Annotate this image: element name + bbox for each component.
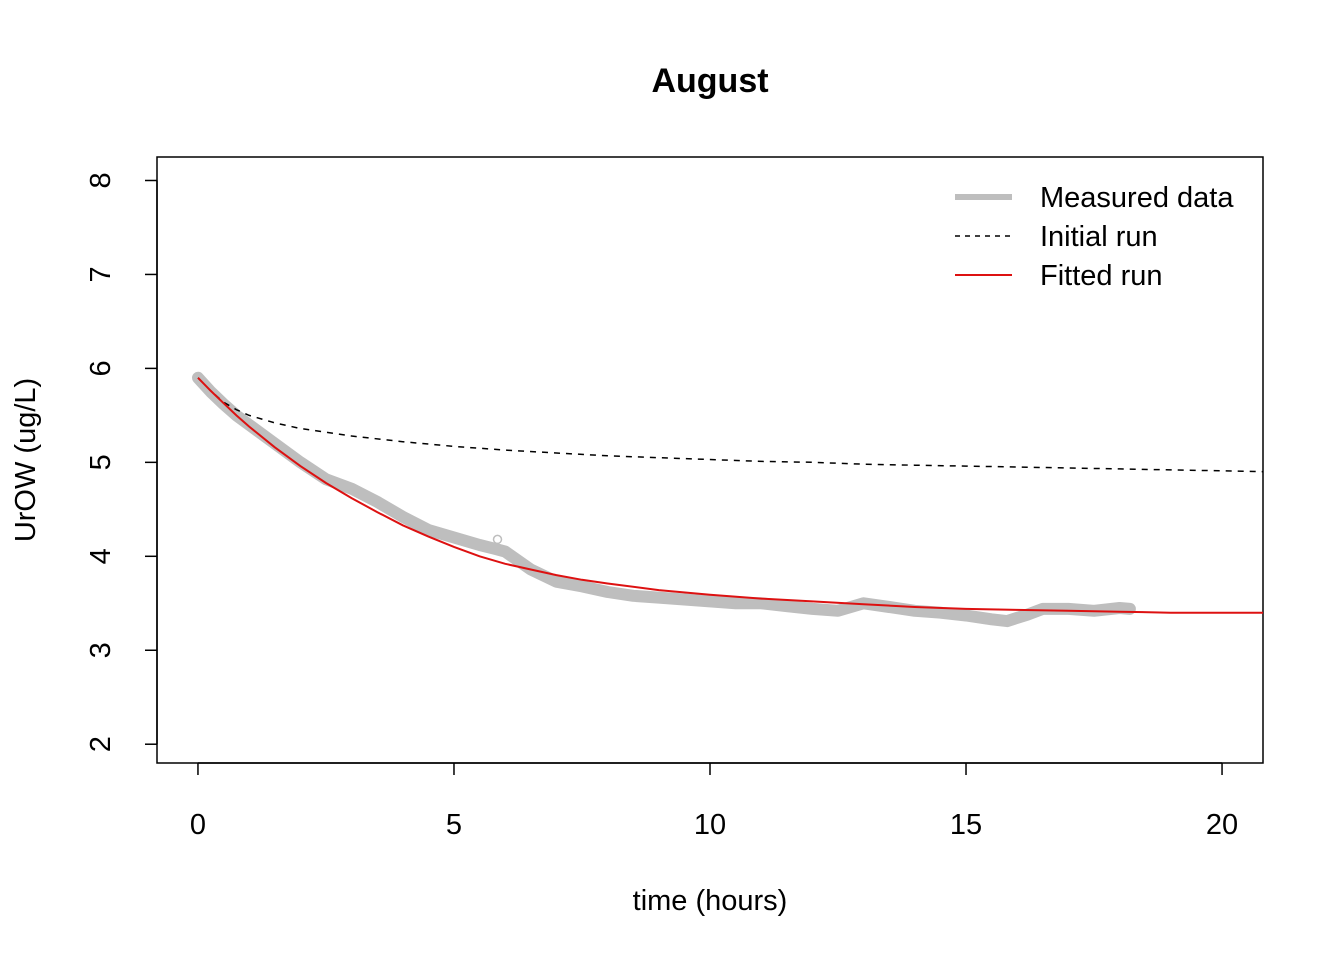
x-axis: 0 5 10 15 20 (190, 762, 1238, 841)
series-line-1 (197, 377, 1263, 473)
x-axis-label: time (hours) (633, 885, 788, 917)
y-tick-label: 5 (85, 454, 117, 470)
x-tick-label: 5 (446, 809, 462, 841)
series-line-0 (192, 371, 1136, 628)
y-tick-label: 6 (85, 360, 117, 376)
x-tick-label: 20 (1206, 809, 1238, 841)
y-axis: 2 3 4 5 6 7 8 (85, 172, 158, 752)
series-layer (192, 371, 1263, 628)
legend: Measured data Initial run Fitted run (955, 182, 1234, 292)
x-tick-label: 10 (694, 809, 726, 841)
y-axis-label: UrOW (ug/L) (10, 378, 42, 542)
legend-label-0: Measured data (1040, 182, 1234, 214)
outlier-point (492, 534, 503, 545)
y-tick-label: 3 (85, 642, 117, 658)
y-tick-label: 2 (85, 736, 117, 752)
y-tick-label: 4 (85, 548, 117, 564)
y-tick-label: 8 (85, 172, 117, 188)
series-line-2 (197, 377, 1263, 614)
legend-label-1: Initial run (1040, 221, 1158, 253)
y-tick-label: 7 (85, 266, 117, 282)
x-tick-label: 15 (950, 809, 982, 841)
chart-title: August (651, 62, 768, 100)
legend-label-2: Fitted run (1040, 260, 1163, 292)
x-tick-label: 0 (190, 809, 206, 841)
